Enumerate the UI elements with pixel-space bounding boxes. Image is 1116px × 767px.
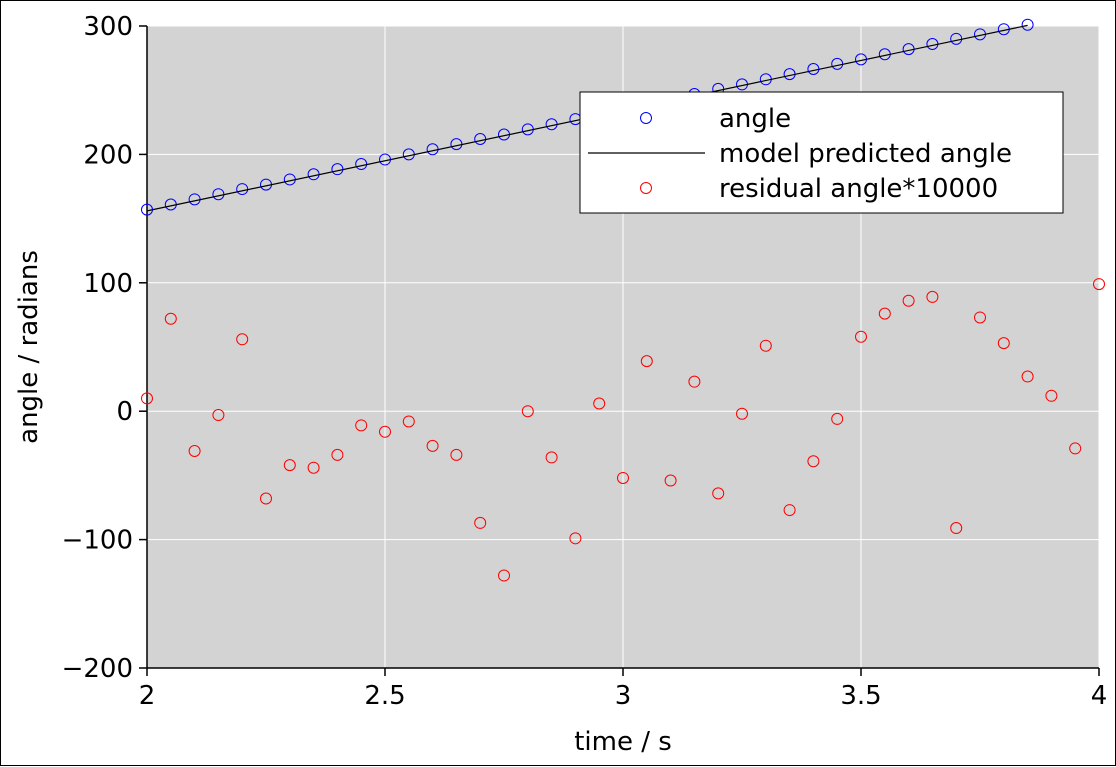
axes	[139, 25, 1100, 676]
data-point	[164, 312, 177, 325]
data-point	[926, 290, 939, 303]
data-point	[379, 425, 391, 438]
legend: angle model predicted angle residual angle…	[579, 91, 1064, 214]
data-point	[212, 409, 225, 422]
data-point	[950, 522, 963, 535]
y-tick-label: 200	[83, 140, 133, 170]
tick-labels: 2 2.5 3 3.5 4 −200 −100 0 100 200 300	[62, 12, 1108, 711]
x-tick-label: 3.5	[840, 681, 881, 711]
data-point	[498, 569, 510, 582]
legend-label: angle	[719, 104, 791, 134]
data-point	[593, 397, 606, 410]
data-point	[902, 294, 915, 307]
data-point	[974, 311, 986, 324]
data-point	[355, 419, 368, 432]
legend-marker-symbol	[640, 112, 652, 124]
data-point	[997, 337, 1010, 350]
data-point	[1021, 370, 1034, 383]
data-point	[617, 471, 629, 484]
data-point	[521, 405, 534, 418]
y-tick-label: 0	[116, 397, 133, 427]
data-point	[640, 355, 653, 368]
data-point	[188, 445, 201, 458]
data-point	[831, 412, 844, 425]
y-axis-title: angle / radians	[14, 250, 44, 444]
series-residual-angle-10000	[141, 278, 1105, 582]
legend-label: model predicted angle	[719, 139, 1012, 169]
legend-label: residual angle*10000	[719, 174, 998, 204]
data-point	[1021, 18, 1034, 31]
x-tick-label: 3	[615, 681, 632, 711]
data-point	[307, 461, 320, 474]
data-point	[141, 392, 153, 405]
data-point	[807, 455, 820, 468]
data-point	[283, 459, 296, 472]
data-point	[664, 474, 677, 487]
data-point	[759, 339, 772, 352]
data-point	[450, 448, 463, 461]
x-tick-label: 2.5	[364, 681, 405, 711]
data-point	[236, 333, 249, 346]
data-point	[569, 532, 582, 545]
legend-marker-symbol	[640, 182, 652, 194]
data-point	[426, 439, 439, 452]
data-point	[712, 487, 725, 500]
y-tick-label: 300	[83, 12, 133, 42]
data-point	[783, 504, 796, 517]
data-point	[545, 451, 558, 464]
data-point	[402, 415, 415, 428]
data-point	[736, 407, 748, 420]
data-point	[331, 448, 344, 461]
data-point	[474, 516, 487, 529]
data-point	[1093, 278, 1105, 291]
y-tick-label: 100	[83, 269, 133, 299]
data-point	[688, 375, 701, 388]
x-tick-label: 2	[139, 681, 156, 711]
y-tick-label: −100	[62, 526, 133, 556]
y-tick-label: −200	[62, 654, 133, 684]
data-point	[1045, 389, 1058, 402]
x-axis-title: time / s	[574, 727, 672, 757]
data-point	[260, 492, 272, 505]
x-tick-label: 4	[1091, 681, 1108, 711]
data-point	[1069, 442, 1082, 455]
data-point	[855, 330, 867, 343]
data-point	[878, 307, 891, 320]
